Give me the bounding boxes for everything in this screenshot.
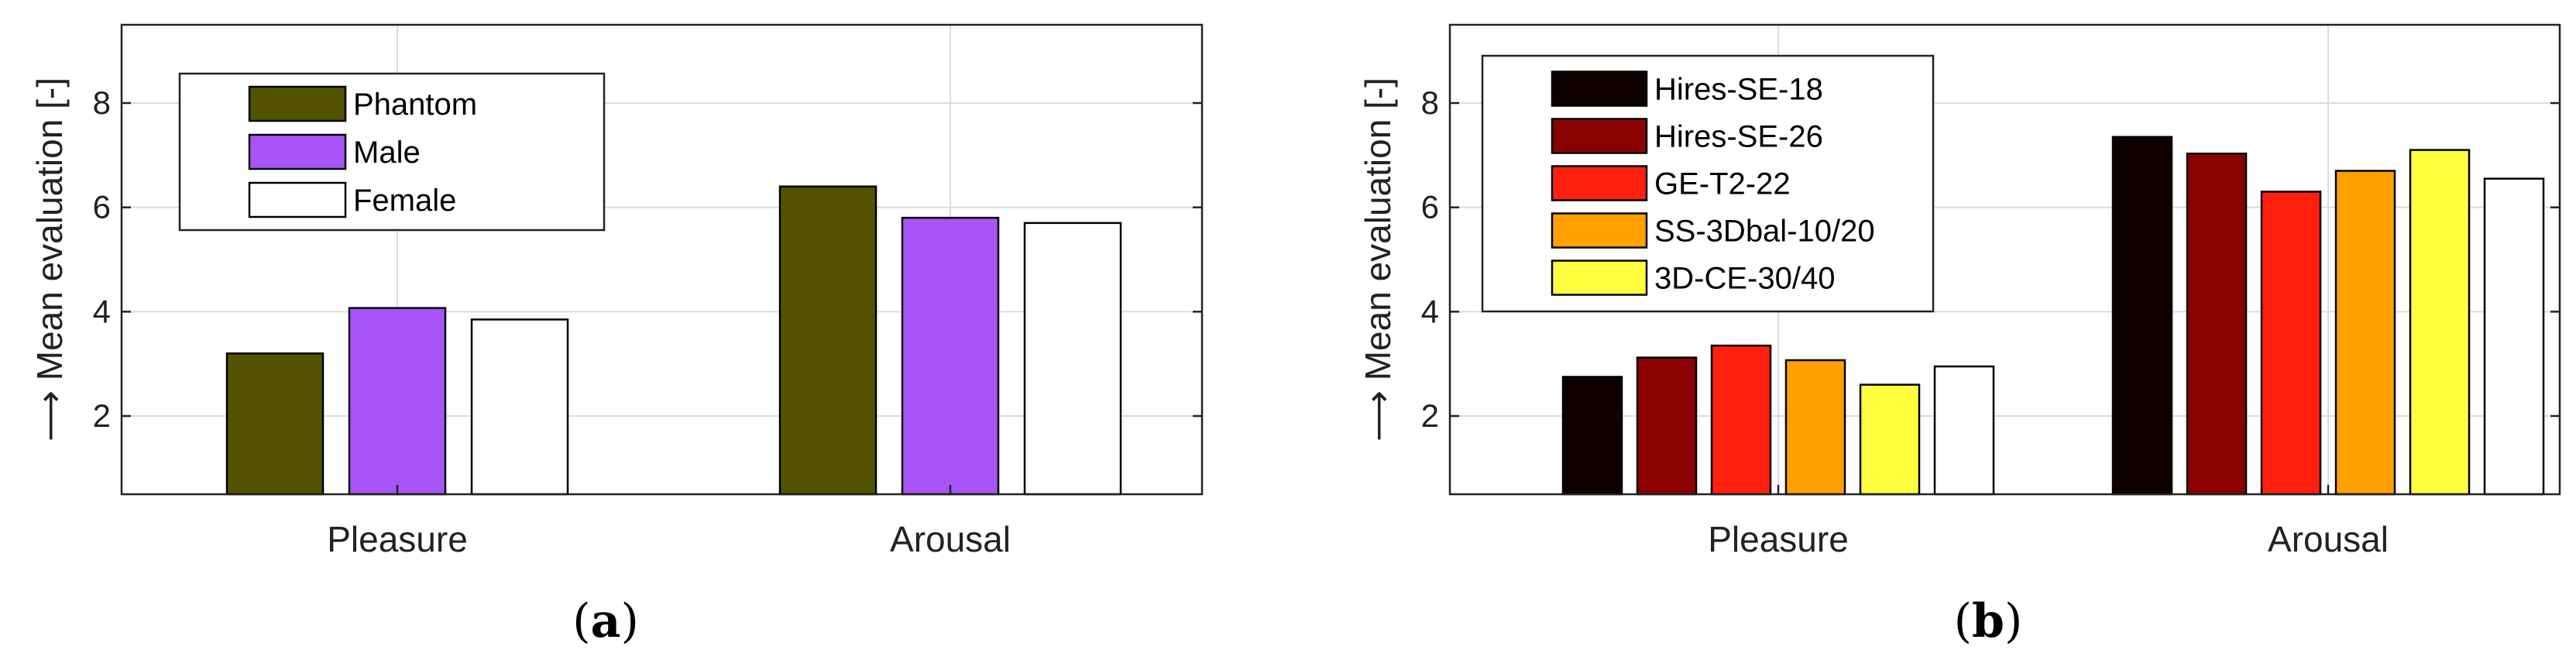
bar [225,352,325,496]
y-tick-label: 8 [1421,84,1439,121]
legend-swatch [1551,118,1648,154]
legend-label: Phantom [353,88,477,122]
bar [2260,191,2322,496]
panel-label: (a) [572,594,639,648]
axes-frame [120,23,1204,496]
legend-swatch [248,85,347,122]
y-tick-label: 6 [93,189,111,225]
legend-label: Female [353,184,456,218]
legend-label: Hires-SE-26 [1654,120,1823,154]
x-tick-label: Arousal [2268,519,2389,559]
bar [1023,222,1122,496]
bar [1710,344,1772,496]
y-tick-label: 2 [1421,397,1439,434]
bar [2334,170,2396,496]
x-tick-label: Pleasure [1708,519,1849,559]
bar [348,307,447,496]
legend-label: 3D-CE-30/40 [1654,262,1835,296]
legend-swatch [1551,70,1648,107]
y-axis-label: ⟶ Mean evaluation [-] [29,77,70,442]
y-tick-label: 4 [93,293,111,329]
legend-swatch [1551,212,1648,249]
bar [1636,356,1698,496]
panel-label: (b) [1954,594,2023,648]
y-tick-label: 4 [1421,293,1439,329]
y-axis-label: ⟶ Mean evaluation [-] [1358,77,1398,442]
legend-label: Hires-SE-18 [1654,73,1823,107]
legend-label: Male [353,136,421,170]
legend-label: GE-T2-22 [1654,167,1791,201]
x-tick-label: Pleasure [327,519,468,559]
bar [1933,365,1995,496]
y-tick-label: 2 [93,397,111,434]
bar [1561,376,1623,496]
y-tick-label: 6 [1421,189,1439,225]
legend-swatch [248,181,347,218]
bar [2483,177,2545,496]
x-tick-label: Arousal [890,519,1011,559]
bar [2111,136,2173,496]
bar [2409,149,2471,496]
bar [2186,153,2248,496]
y-tick-label: 8 [93,84,111,121]
bar [901,216,1000,496]
legend-swatch [1551,260,1648,296]
legend-swatch [248,133,347,170]
bar [470,318,569,496]
bar [778,185,878,496]
legend-swatch [1551,165,1648,201]
bar [1784,359,1846,496]
bar [1859,383,1921,496]
axes-frame [1448,23,2561,496]
legend-label: SS-3Dbal-10/20 [1654,215,1875,249]
